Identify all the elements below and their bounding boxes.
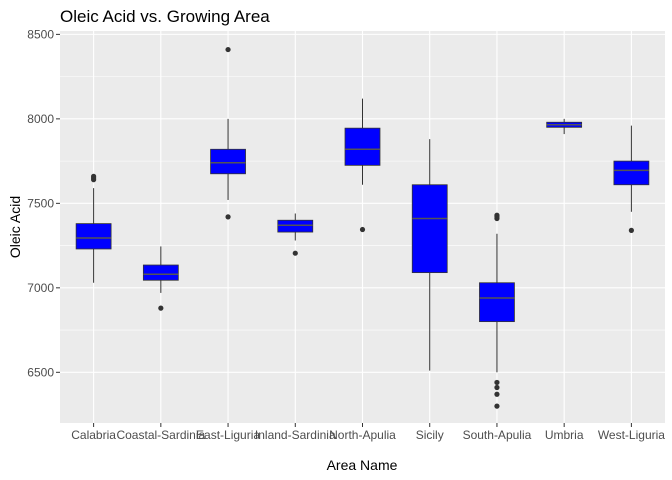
outlier-point [91,173,97,179]
outlier-point [494,384,500,391]
iqr-box [613,160,650,186]
outlier-point [225,46,231,53]
x-tick-label: North-Apulia [329,428,396,442]
box-calabria [75,173,112,283]
box-sicily [411,139,448,371]
y-axis-title: Oleic Acid [7,196,23,258]
iqr-box [75,223,112,250]
outlier-point [494,379,500,386]
box-umbria [546,118,583,135]
outlier-point [494,403,500,409]
box-north-apulia [344,98,381,233]
outlier-point [225,214,231,220]
iqr-box [210,148,246,175]
outlier-point [292,250,298,256]
box-south-apulia [479,212,515,409]
x-tick-label: Sicily [416,428,444,442]
x-tick-label: Calabria [71,428,116,442]
iqr-box [411,184,448,274]
box-coastal-sardinia [142,246,179,311]
outlier-point [494,391,500,397]
y-tick-label: 7500 [27,196,54,210]
box-east-liguria [210,46,246,220]
y-tick-label: 7000 [27,281,54,295]
outlier-point [628,227,634,233]
x-tick-label: West-Liguria [598,428,665,442]
box-west-liguria [613,125,650,233]
chart-title: Oleic Acid vs. Growing Area [60,7,270,26]
axes: 6500 7000 7500 8000 8500 Calabria Coastal-Sard… [27,27,665,442]
boxes [75,46,650,409]
y-tick-label: 8000 [27,112,54,126]
x-tick-label: Umbria [545,428,584,442]
outlier-point [494,212,500,218]
outlier-point [359,226,366,233]
outlier-point [158,305,164,311]
x-tick-label: East-Liguria [196,428,260,442]
box-inland-sardinia [277,213,314,256]
iqr-box [142,264,179,281]
x-tick-label: Inland-Sardinia [255,428,336,442]
y-tick-label: 8500 [27,27,54,41]
y-tick-label: 6500 [27,365,54,379]
iqr-box [479,282,515,323]
x-tick-label: Coastal-Sardinia [116,428,205,442]
iqr-box [344,127,381,166]
x-tick-label: South-Apulia [463,428,532,442]
iqr-box [277,219,314,233]
x-axis-title: Area Name [327,457,398,473]
